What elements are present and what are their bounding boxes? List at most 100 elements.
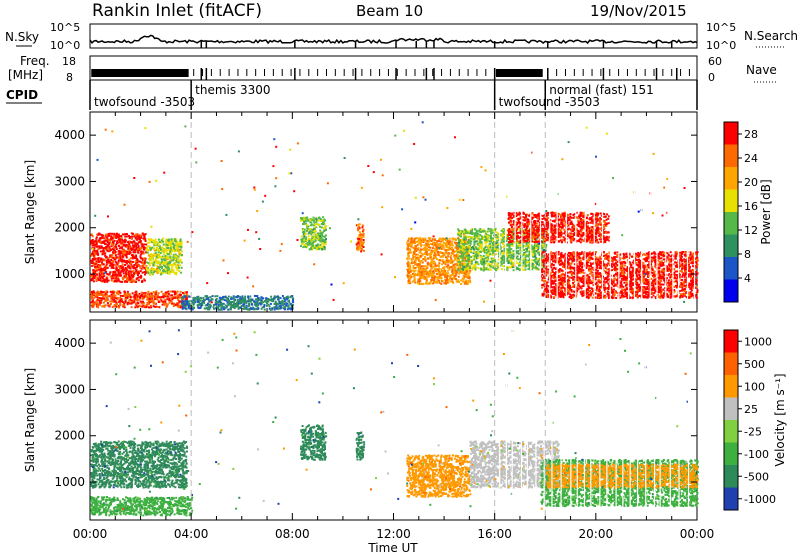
heatmap-cell	[165, 241, 167, 243]
heatmap-cell	[171, 294, 173, 296]
heatmap-cell	[115, 254, 117, 256]
heatmap-cell	[168, 293, 170, 295]
heatmap-cell	[104, 253, 106, 255]
freq-panel: Freq. [MHz] 18 8 60 0 Nave	[8, 54, 778, 84]
heatmap-cell	[119, 247, 121, 249]
heatmap-cell	[129, 237, 131, 239]
heatmap-cell	[147, 252, 149, 254]
heatmap-cell	[132, 270, 134, 272]
heatmap-cell	[122, 263, 124, 265]
beam-title: Beam 10	[356, 2, 423, 20]
heatmap-cell	[118, 237, 120, 239]
heatmap-cell	[100, 302, 102, 304]
heatmap-cell	[163, 244, 165, 246]
heatmap-cell	[97, 294, 99, 296]
heatmap-cell	[134, 297, 136, 299]
heatmap-cell	[107, 250, 109, 252]
heatmap-cell	[124, 264, 126, 266]
heatmap-cell	[122, 255, 124, 257]
heatmap-cell	[179, 253, 181, 255]
heatmap-cell	[125, 267, 127, 269]
heatmap-cell	[124, 233, 126, 235]
heatmap-cell	[117, 264, 119, 266]
heatmap-cell	[126, 233, 128, 235]
heatmap-cell	[140, 257, 142, 259]
heatmap-cell	[112, 292, 114, 294]
heatmap-cell	[149, 300, 151, 302]
heatmap-cell	[162, 263, 164, 265]
heatmap-cell	[158, 249, 160, 251]
heatmap-cell	[97, 306, 99, 308]
heatmap-cell	[161, 261, 163, 263]
heatmap-cell	[94, 247, 96, 249]
heatmap-cell	[149, 241, 151, 243]
heatmap-cell	[135, 234, 137, 236]
heatmap-cell	[147, 291, 149, 293]
heatmap-cell	[107, 257, 109, 259]
heatmap-cell	[106, 244, 108, 246]
heatmap-cell	[124, 301, 126, 303]
heatmap-cell	[105, 293, 107, 295]
heatmap-cell	[127, 302, 129, 304]
nsky-right-tick-top: 10^5	[706, 21, 736, 34]
heatmap-cell	[137, 259, 139, 261]
heatmap-cell	[124, 239, 126, 241]
heatmap-cell	[174, 258, 176, 260]
heatmap-cell	[161, 239, 163, 241]
heatmap-cell	[93, 293, 95, 295]
heatmap-cell	[102, 295, 104, 297]
heatmap-cell	[98, 291, 100, 293]
heatmap-cell	[115, 251, 117, 253]
nsky-left-tick-top: 10^5	[50, 21, 80, 34]
heatmap-cell	[121, 300, 123, 302]
heatmap-cell	[91, 279, 93, 281]
heatmap-cell	[147, 293, 149, 295]
heatmap-cell	[160, 256, 162, 258]
heatmap-cell	[96, 268, 98, 270]
heatmap-cell	[137, 306, 139, 308]
heatmap-cell	[121, 261, 123, 263]
heatmap-cell	[124, 275, 126, 277]
heatmap-cell	[142, 238, 144, 240]
heatmap-cell	[121, 281, 123, 283]
heatmap-cell	[148, 239, 150, 241]
heatmap-cell	[180, 261, 182, 263]
heatmap-cell	[118, 279, 120, 281]
heatmap-cell	[147, 262, 149, 264]
heatmap-cell	[146, 247, 148, 249]
heatmap-cell	[138, 272, 140, 274]
heatmap-cell	[170, 264, 172, 266]
heatmap-cell	[91, 298, 93, 300]
heatmap-cell	[133, 251, 135, 253]
heatmap-cell	[151, 262, 153, 264]
heatmap-cell	[111, 280, 113, 282]
heatmap-cell	[153, 271, 155, 273]
heatmap-cell	[144, 257, 146, 259]
heatmap-cell	[110, 256, 112, 258]
heatmap-cell	[171, 303, 173, 305]
heatmap-cell	[102, 269, 104, 271]
heatmap-cell	[158, 269, 160, 271]
heatmap-cell	[100, 237, 102, 239]
power-panel: 1000200030004000 Slant Range [km] 481216…	[23, 112, 773, 312]
heatmap-cell	[162, 259, 164, 261]
heatmap-cell	[113, 271, 115, 273]
heatmap-cell	[120, 235, 122, 237]
heatmap-cell	[122, 270, 124, 272]
heatmap-cell	[159, 241, 161, 243]
heatmap-cell	[92, 253, 94, 255]
heatmap-cell	[106, 279, 108, 281]
heatmap-cell	[162, 238, 164, 240]
heatmap-cell	[97, 258, 99, 260]
heatmap-cell	[117, 276, 119, 278]
heatmap-cell	[100, 274, 102, 276]
nsky-right-tick-bottom: 10^0	[706, 39, 736, 52]
heatmap-cell	[148, 249, 150, 251]
heatmap-cell	[113, 299, 115, 301]
heatmap-cell	[181, 246, 183, 248]
heatmap-cell	[103, 263, 105, 265]
heatmap-cell	[135, 242, 137, 244]
heatmap-cell	[110, 275, 112, 277]
heatmap-cell	[116, 242, 118, 244]
heatmap-cell	[137, 252, 139, 254]
